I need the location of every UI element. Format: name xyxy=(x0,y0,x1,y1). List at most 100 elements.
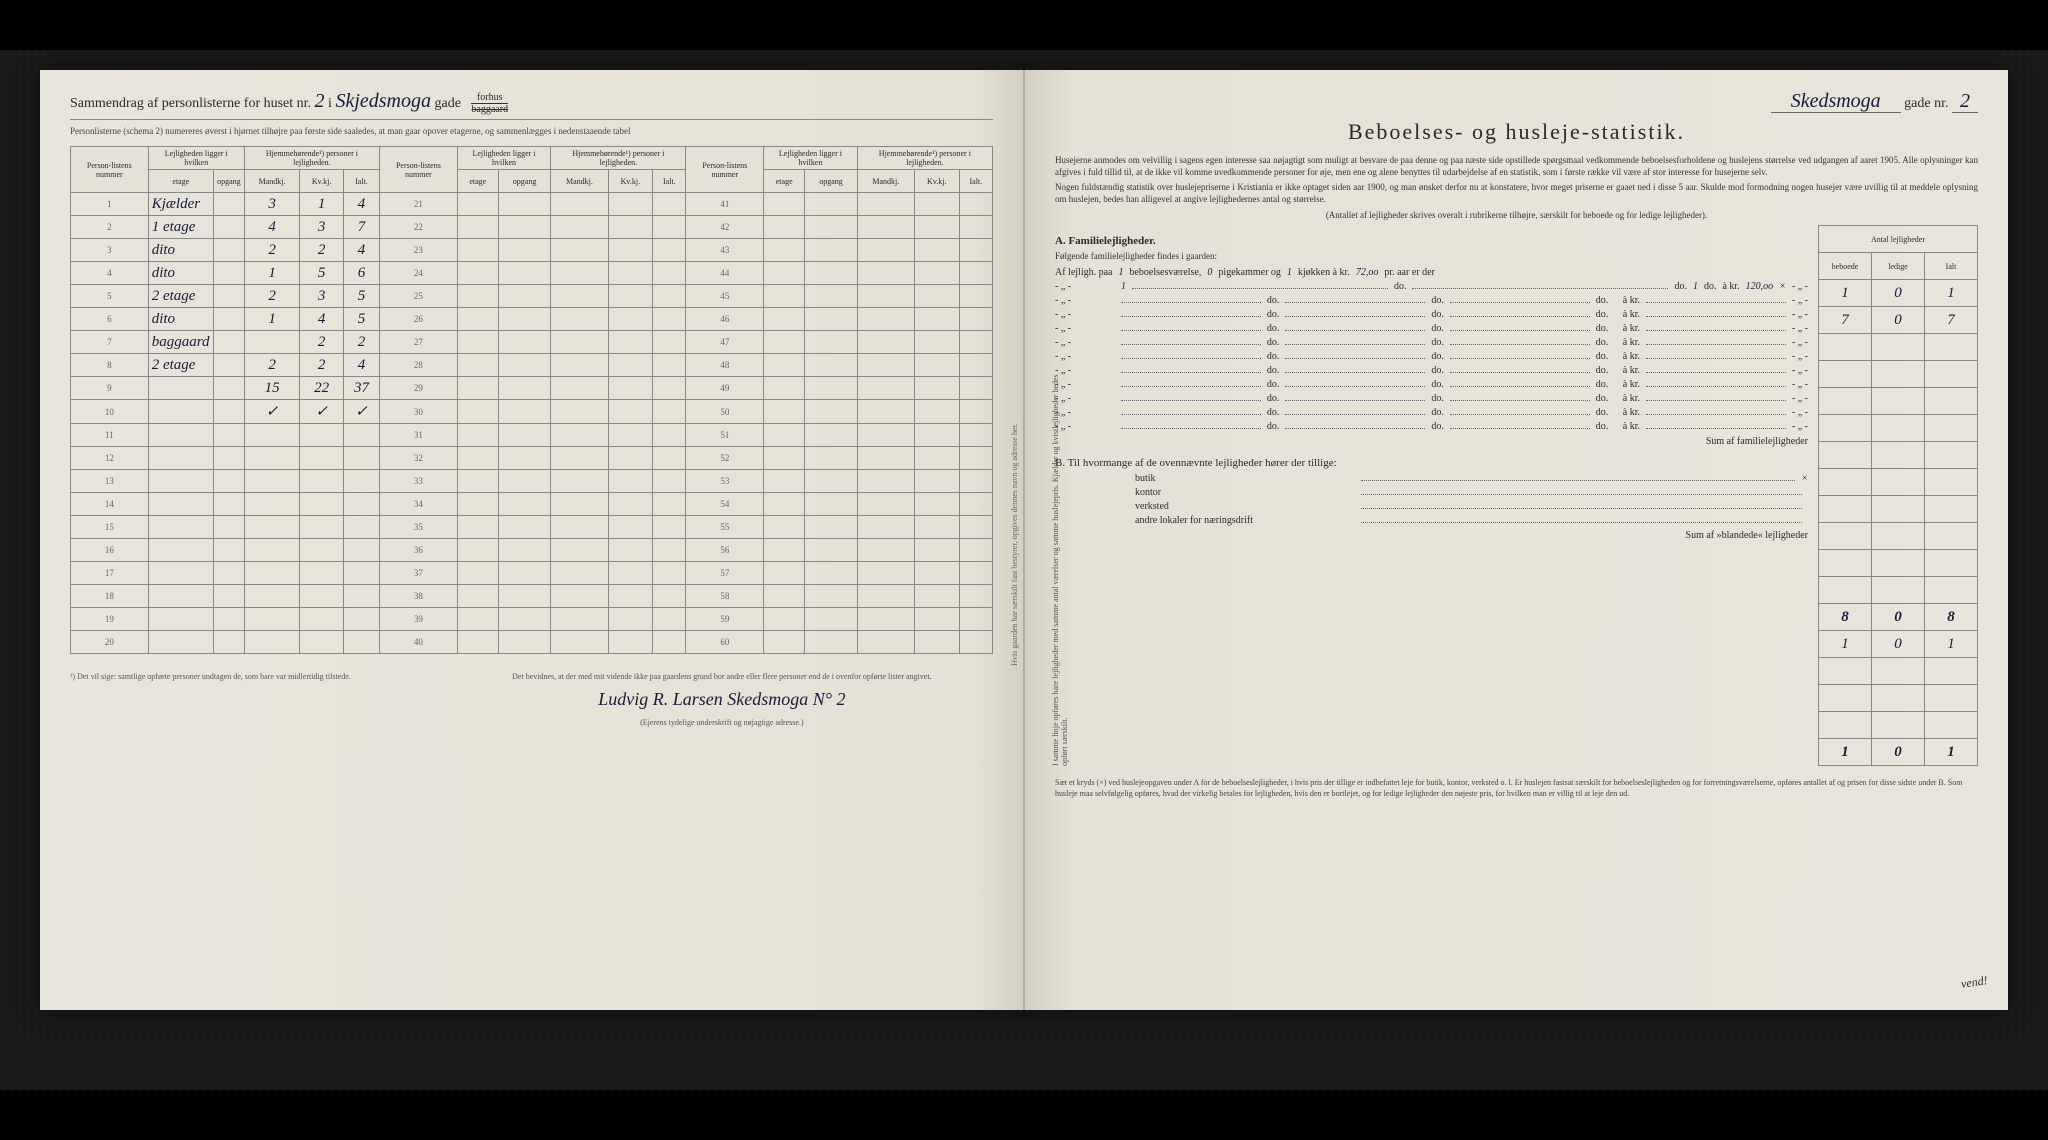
antal-row: 101 xyxy=(1819,631,1978,658)
rh-street: Skedsmoga xyxy=(1771,90,1901,113)
forhus: forhus xyxy=(471,92,508,104)
table-row: 204060 xyxy=(71,631,993,654)
left-title: Sammendrag af personlisterne for huset n… xyxy=(70,90,993,120)
b-line: butik× xyxy=(1055,473,1808,484)
a-empty-line: - „ -do.do.do. à kr.- „ - xyxy=(1055,407,1808,418)
th-k3: Kv.kj. xyxy=(914,170,959,193)
table-row: 52 etage2352545 xyxy=(71,285,993,308)
b-line: verksted xyxy=(1055,501,1808,512)
b-sum-label: Sum af »blandede« lejligheder xyxy=(1055,530,1808,541)
antal-row xyxy=(1819,496,1978,523)
a1-mid2: pigekammer og xyxy=(1218,267,1280,278)
footnote-1: ¹) Det vil sige: samtlige opførte person… xyxy=(70,672,421,681)
street-hw: Skjedsmoga xyxy=(335,90,431,112)
a2-akr: à kr. xyxy=(1722,281,1739,292)
th-i: Ialt. xyxy=(343,170,379,193)
th-i2: Ialt. xyxy=(653,170,686,193)
a2-do3: do. xyxy=(1704,281,1717,292)
table-row: 6dito1452646 xyxy=(71,308,993,331)
antal-row xyxy=(1819,388,1978,415)
section-b-label: B. Til hvormange af de ovennævnte lejlig… xyxy=(1055,457,1808,469)
table-row: 3dito2242343 xyxy=(71,239,993,262)
table-row: 4dito1562444 xyxy=(71,262,993,285)
col-lejl: Lejligheden ligger i hvilken xyxy=(148,147,244,170)
col-lejl2: Lejligheden ligger i hvilken xyxy=(457,147,551,170)
a1-suf: pr. aar er der xyxy=(1384,267,1435,278)
right-header: Skedsmoga gade nr. 2 xyxy=(1055,90,1978,113)
antal-row: 101 xyxy=(1819,280,1978,307)
antal-row xyxy=(1819,577,1978,604)
table-row: 1Kjælder3142141 xyxy=(71,193,993,216)
col-num: Person-listens nummer xyxy=(71,147,149,193)
antal-row xyxy=(1819,712,1978,739)
col-num2: Person-listens nummer xyxy=(380,147,458,193)
stats-wrap: A. Familielejligheder. Følgende familiel… xyxy=(1055,225,1978,766)
a-empty-line: - „ -do.do.do. à kr.- „ - xyxy=(1055,323,1808,334)
rh-gade: gade nr. xyxy=(1904,96,1948,111)
b-line: andre lokaler for næringsdrift xyxy=(1055,515,1808,526)
col-num3: Person-listens nummer xyxy=(686,147,764,193)
vertical-note: Hvis gaarden har særskilt fast bestyrer,… xyxy=(1011,423,1020,666)
a-empty-line: - „ -do.do.do. à kr.- „ - xyxy=(1055,379,1808,390)
col-hjem3: Hjemmehørende¹) personer i lejligheden. xyxy=(857,147,992,170)
stats-right: Antal lejligheder beboede ledige Ialt 10… xyxy=(1818,225,1978,766)
th-m2: Mandkj. xyxy=(551,170,608,193)
title-prefix: Sammendrag af personlisterne for huset n… xyxy=(70,96,311,111)
antal-row xyxy=(1819,469,1978,496)
intro1: Husejerne anmodes om velvillig i sagens … xyxy=(1055,155,1978,178)
side-brace: I samme linje opføres bare lejligheder m… xyxy=(1051,365,1069,766)
antal-row xyxy=(1819,658,1978,685)
ac-b: beboede xyxy=(1819,253,1872,280)
a2-do2: do. xyxy=(1674,281,1687,292)
gade-label: gade xyxy=(434,96,460,111)
table-row: 143454 xyxy=(71,493,993,516)
b-line: kontor xyxy=(1055,487,1808,498)
antal-row xyxy=(1819,361,1978,388)
th-k2: Kv.kj. xyxy=(608,170,653,193)
a-sum-label: Sum af familielejligheder xyxy=(1055,436,1808,447)
th-m: Mandkj. xyxy=(244,170,300,193)
house-nr: 2 xyxy=(315,90,325,112)
a-line-1: Af lejligh. paa 1 beboelsesværelse, 0 pi… xyxy=(1055,267,1808,278)
th-m3: Mandkj. xyxy=(857,170,914,193)
antal-row xyxy=(1819,523,1978,550)
left-subtitle: Personlisterne (schema 2) numereres øver… xyxy=(70,126,993,136)
a1-pre: Af lejligh. paa xyxy=(1055,267,1112,278)
a-empty-line: - „ -do.do.do. à kr.- „ - xyxy=(1055,295,1808,306)
col-lejl3: Lejligheden ligger i hvilken xyxy=(764,147,858,170)
a1-rooms: 1 xyxy=(1118,267,1123,278)
th-opgang3: opgang xyxy=(805,170,858,193)
table-row: 153555 xyxy=(71,516,993,539)
a1-mid: beboelsesværelse, xyxy=(1129,267,1201,278)
vend-label: vend! xyxy=(1960,973,1988,992)
film-strip-top xyxy=(0,0,2048,50)
antal-row: 101 xyxy=(1819,739,1978,766)
rh-nr: 2 xyxy=(1952,90,1978,113)
stats-left: A. Familielejligheder. Følgende familiel… xyxy=(1055,225,1808,766)
th-opgang: opgang xyxy=(213,170,244,193)
a-line-2: - „ - 1 do. do. 1 do. à kr. 120,oo × - „… xyxy=(1055,281,1808,292)
baggaard: baggaard xyxy=(471,104,508,115)
a1-kj: 1 xyxy=(1287,267,1292,278)
a-empty-line: - „ -do.do.do. à kr.- „ - xyxy=(1055,393,1808,404)
book-spread: Sammendrag af personlisterne for huset n… xyxy=(40,70,2008,1010)
a2-mark: × xyxy=(1779,281,1786,292)
table-row: 91522372949 xyxy=(71,377,993,400)
in-word: i xyxy=(328,96,332,111)
table-row: 183858 xyxy=(71,585,993,608)
a-empty-line: - „ -do.do.do. à kr.- „ - xyxy=(1055,309,1808,320)
census-table: Person-listens nummer Lejligheden ligger… xyxy=(70,146,993,654)
table-row: 113151 xyxy=(71,424,993,447)
th-etage: etage xyxy=(148,170,213,193)
a2-price: 120,oo xyxy=(1746,281,1774,292)
table-row: 21 etage4372242 xyxy=(71,216,993,239)
table-row: 10✓✓✓3050 xyxy=(71,400,993,424)
intro2: Nogen fuldstændig statistik over husleje… xyxy=(1055,182,1978,205)
antal-row xyxy=(1819,442,1978,469)
antal-table: Antal lejligheder beboede ledige Ialt 10… xyxy=(1818,225,1978,766)
a2-kj: 1 xyxy=(1693,281,1698,292)
section-a-label: A. Familielejligheder. xyxy=(1055,235,1808,247)
table-row: 123252 xyxy=(71,447,993,470)
ac-i: Ialt xyxy=(1925,253,1978,280)
bottom-note: Sæt et kryds (×) ved huslejeopgaven unde… xyxy=(1055,778,1978,799)
